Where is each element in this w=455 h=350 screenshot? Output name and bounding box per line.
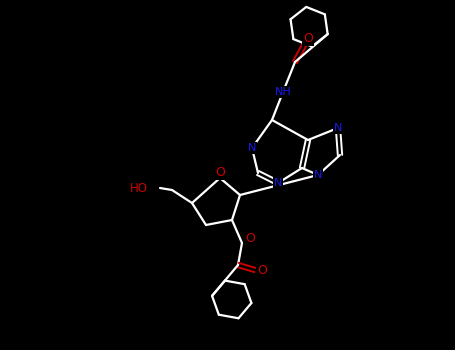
Text: NH: NH [275, 87, 291, 97]
Text: HO: HO [130, 182, 148, 195]
Text: N: N [248, 143, 256, 153]
Text: O: O [257, 264, 267, 276]
Text: O: O [303, 32, 313, 44]
Text: N: N [334, 123, 342, 133]
Text: O: O [215, 166, 225, 178]
Text: O: O [245, 232, 255, 245]
Text: N: N [274, 178, 282, 188]
Text: N: N [314, 170, 322, 180]
